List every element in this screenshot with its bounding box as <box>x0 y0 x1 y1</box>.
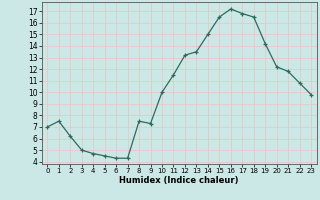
X-axis label: Humidex (Indice chaleur): Humidex (Indice chaleur) <box>119 176 239 185</box>
